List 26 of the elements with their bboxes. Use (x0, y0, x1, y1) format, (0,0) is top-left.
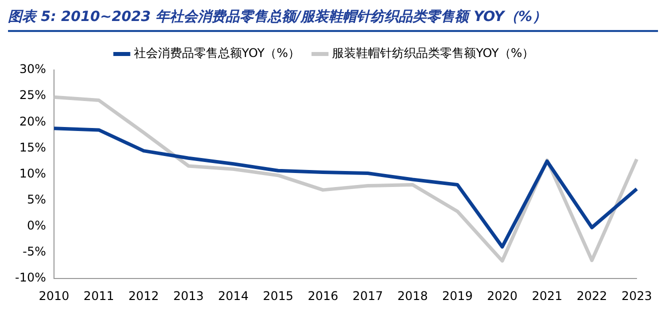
x-tick-label: 2022 (576, 288, 608, 303)
y-tick-label: 25% (19, 88, 46, 102)
x-tick-label: 2012 (128, 288, 159, 303)
x-tick-label: 2016 (308, 288, 338, 303)
y-tick-label: -10% (14, 270, 46, 285)
legend-label: 服装鞋帽针纺织品类零售额YOY（%） (332, 46, 534, 60)
y-tick-label: 10% (19, 166, 46, 180)
x-tick-label: 2011 (84, 288, 114, 303)
x-tick-label: 2020 (486, 288, 518, 303)
chart-title: 图表 5: 2010~2023 年社会消费品零售总额/服装鞋帽针纺织品类零售额 YOY（%） (8, 8, 658, 32)
x-tick-label: 2010 (38, 288, 70, 303)
y-tick-label: 0% (26, 218, 46, 233)
y-tick-label: 5% (26, 192, 46, 206)
x-tick-label: 2017 (352, 288, 384, 303)
y-tick-label: -5% (22, 244, 46, 259)
x-tick-label: 2019 (442, 288, 473, 303)
x-tick-label: 2018 (397, 288, 428, 303)
x-tick-label: 2015 (262, 288, 294, 303)
x-tick-label: 2023 (621, 288, 652, 303)
x-tick-label: 2013 (173, 288, 204, 303)
legend-label: 社会消费品零售总额YOY（%） (134, 46, 300, 60)
y-tick-label: 15% (19, 140, 46, 154)
x-tick-label: 2021 (532, 288, 562, 303)
y-tick-label: 20% (19, 114, 46, 128)
x-tick-label: 2014 (218, 288, 249, 303)
y-tick-label: 30% (19, 62, 46, 76)
